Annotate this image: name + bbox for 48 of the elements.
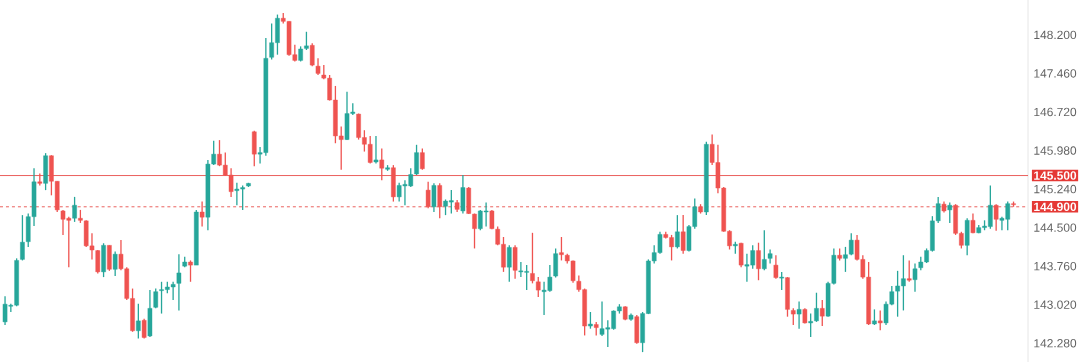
y-tick-label: 147.460 [1034,69,1077,78]
ref-line-label: 145.500 [1034,171,1077,180]
candlestick [993,203,999,232]
candlestick [136,303,141,340]
y-tick-label: 143.020 [1034,300,1077,309]
candlestick [906,259,912,283]
candlestick [437,182,443,219]
candlestick [947,201,953,224]
y-tick-label: 145.980 [1034,146,1077,155]
candlestick [512,244,518,280]
candlestick [779,271,784,291]
candlestick [199,200,205,228]
y-tick-label: 145.240 [1034,184,1077,194]
candlestick [425,181,431,209]
y-tick-label: 142.280 [1034,339,1077,348]
candlestick [188,259,193,283]
candlestick [379,147,385,181]
candlestick [877,309,883,331]
y-tick-label: 143.760 [1034,261,1077,271]
ref-line-label: 144.900 [1034,202,1077,212]
candlestick [251,130,257,167]
candlestick [107,244,112,272]
candlestick [530,232,535,284]
candlestick [373,135,379,165]
candlestick [141,318,147,340]
candlestick [756,242,761,281]
candlestick [112,250,118,277]
candlestick [912,262,918,293]
candlestick [762,229,767,271]
candlestick [72,196,77,223]
y-tick-label: 148.200 [1034,30,1077,40]
candlestick [20,214,25,262]
candlestick [767,248,773,265]
candlestick [460,174,466,215]
candlestick [796,300,802,330]
candlestick [559,236,564,262]
candlestick [431,182,437,213]
candlestick [176,253,182,312]
y-tick-label: 144.500 [1034,223,1077,232]
candlestick [420,147,425,171]
candlestick [507,244,512,283]
y-tick-label: 146.720 [1034,107,1077,117]
candlestick [675,214,680,250]
candlestick [773,254,779,280]
candlestick [819,299,825,327]
candlestick [738,242,744,268]
candlestick [680,214,686,255]
candlestick [535,276,541,298]
